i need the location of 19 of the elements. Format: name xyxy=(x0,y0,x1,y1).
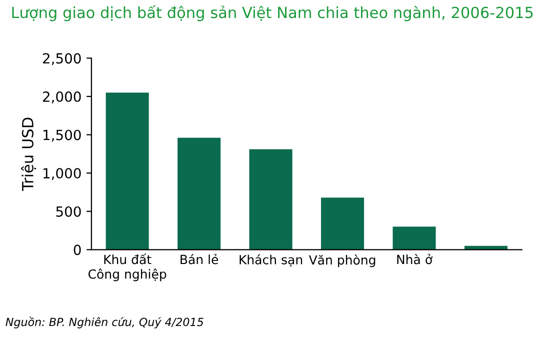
bar xyxy=(106,92,149,250)
y-tick-label: 2,500 xyxy=(42,53,81,66)
x-tick-label: Khách sạn xyxy=(240,254,302,266)
x-tick-label: Bán lẻ xyxy=(180,254,218,264)
y-tick-label: 2,000 xyxy=(42,91,81,104)
bar xyxy=(178,138,221,250)
y-tick-label: 500 xyxy=(56,206,81,217)
x-tick-label: Nhà ở xyxy=(397,254,432,264)
bar xyxy=(392,226,436,250)
y-axis-title: Triệu USD xyxy=(21,118,36,192)
y-tick-label: 1,500 xyxy=(44,130,81,142)
x-tick-label: Khu đất Công nghiệp xyxy=(88,253,166,282)
chart-title: Lượng giao dịch bất động sản Việt Nam chia theo ngành, 2006-2015 xyxy=(12,5,533,22)
x-tick-label: Văn phòng xyxy=(308,254,376,268)
y-tick-label: 0 xyxy=(74,244,81,256)
bar xyxy=(321,198,364,250)
text: Nguồn: BP. Nghiên cứu, Quý 4/2015 xyxy=(6,316,204,328)
bar xyxy=(249,149,292,250)
y-tick-label: 1,000 xyxy=(44,168,81,180)
